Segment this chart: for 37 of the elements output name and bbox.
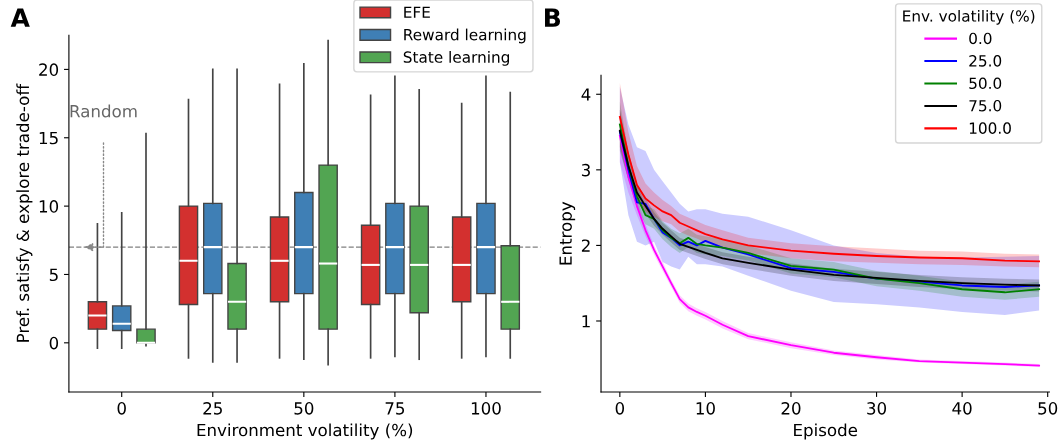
x-axis-title: Episode — [794, 423, 858, 440]
y-tick-label: 2 — [581, 239, 590, 252]
y-tick-label: 1 — [582, 315, 590, 328]
annotation: Random — [70, 104, 137, 118]
legend-label: 0.0 — [969, 32, 992, 45]
y-tick-label: 5 — [49, 268, 58, 282]
text: B — [545, 8, 561, 27]
x-tick-label: 10 — [696, 402, 715, 415]
y-tick-label: 3 — [581, 163, 590, 177]
legend-title: Env. volatility (%) — [903, 9, 1035, 25]
x-tick-label: 50 — [1038, 402, 1058, 415]
x-tick-label: 0 — [615, 402, 625, 415]
x-tick-label: 0 — [117, 402, 126, 415]
x-tick-label: 25 — [203, 402, 222, 415]
x-tick-label: 50 — [294, 402, 314, 415]
x-tick-label: 20 — [781, 402, 801, 415]
legend-label: State learning — [403, 51, 509, 66]
x-tick-label: 100 — [471, 402, 501, 415]
y-tick-label: 4 — [581, 88, 591, 101]
legend-label: 100.0 — [969, 122, 1011, 134]
y-tick-label: 10 — [39, 200, 59, 213]
y-tick-label: 20 — [39, 63, 59, 76]
line-series — [618, 116, 1041, 263]
text: A — [10, 8, 30, 27]
legend-label: EFE — [404, 6, 430, 18]
legend-label: 50.0 — [969, 77, 1002, 90]
y-axis-title: Pref. satisfy & explore trade-off — [16, 83, 33, 342]
x-tick-label: 75 — [385, 402, 405, 415]
legend-label: Reward learning — [404, 28, 526, 44]
x-tick-label: 40 — [952, 402, 972, 415]
y-tick-label: 15 — [39, 131, 58, 145]
y-axis-title: Entropy — [559, 201, 576, 265]
legend-label: 75.0 — [969, 99, 1002, 112]
x-axis-title: Environment volatility (%) — [197, 423, 413, 440]
y-tick-label: 0 — [49, 336, 59, 350]
x-tick-label: 30 — [867, 402, 887, 415]
legend-label: 25.0 — [969, 55, 1002, 67]
